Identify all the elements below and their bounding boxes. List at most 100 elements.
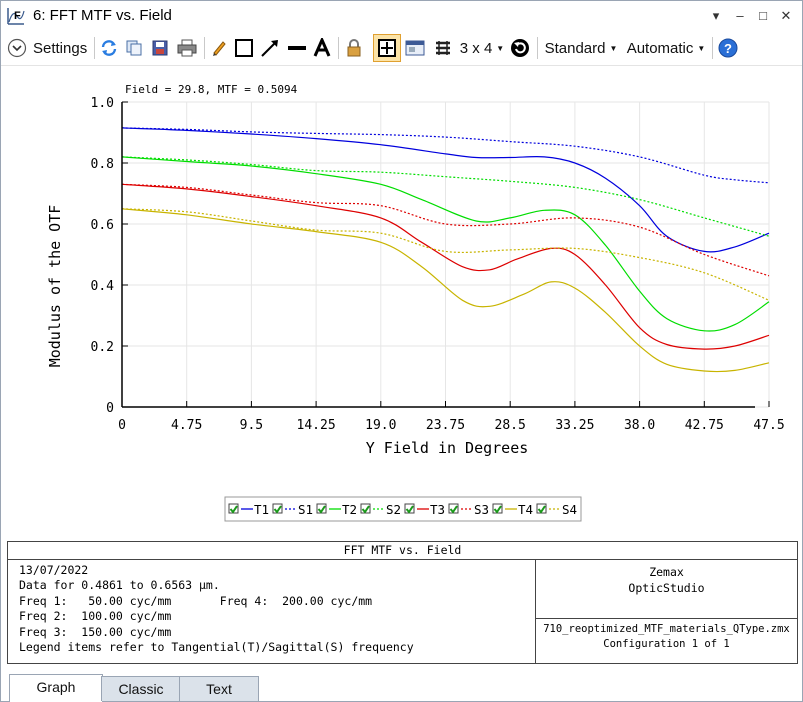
x-tick-label: 9.5 <box>240 418 263 433</box>
help-button[interactable]: ? <box>717 35 739 61</box>
refresh-icon <box>101 40 117 56</box>
legend-label: S4 <box>562 502 577 517</box>
chevron-down-icon: ▼ <box>496 43 505 53</box>
legend-item-s3[interactable]: S3 <box>448 502 489 517</box>
mtf-chart[interactable]: Field = 29.8, MTF = 0.5094 0 4.75 9.5 14.25… <box>1 66 802 536</box>
legend-label: T4 <box>518 502 533 517</box>
info-product: OpticStudio <box>628 581 705 595</box>
print-button[interactable] <box>175 35 199 61</box>
y-tick-label: 0.8 <box>91 157 114 172</box>
draw-arrow-button[interactable] <box>259 35 281 61</box>
legend-item-t1[interactable]: T1 <box>228 502 269 517</box>
x-axis-label: Y Field in Degrees <box>366 439 529 457</box>
legend-item-s1[interactable]: S1 <box>272 502 313 517</box>
legend-item-t3[interactable]: T3 <box>404 502 445 517</box>
y-tick-label: 0 <box>106 401 114 416</box>
draw-line-button[interactable] <box>285 35 309 61</box>
lock-icon <box>347 39 361 57</box>
save-icon <box>152 40 168 56</box>
info-title: FFT MTF vs. Field <box>8 542 797 560</box>
series-line-t2 <box>121 156 770 332</box>
standard-dropdown[interactable]: Standard ▼ <box>543 35 619 61</box>
info-configuration: Configuration 1 of 1 <box>603 638 730 650</box>
x-tick-label: 33.25 <box>555 418 594 433</box>
legend-label: S3 <box>474 502 489 517</box>
chevron-down-icon: ▼ <box>609 43 618 53</box>
lock-button[interactable] <box>344 35 364 61</box>
x-tick-label: 42.75 <box>685 418 724 433</box>
chevron-down-circle-icon <box>7 38 27 58</box>
layout-dropdown[interactable]: 3 x 4 ▼ <box>459 35 505 61</box>
check-icon <box>449 505 458 514</box>
save-button[interactable] <box>149 35 171 61</box>
info-freq-2: Freq 2: 100.00 cyc/mm <box>19 609 172 623</box>
crosshair-toggle-button[interactable] <box>373 34 401 62</box>
line-icon <box>288 46 306 50</box>
rotate-icon <box>511 39 529 57</box>
settings-button[interactable]: Settings <box>7 35 91 61</box>
legend-box <box>224 496 582 522</box>
y-tick-label: 0.6 <box>91 218 114 233</box>
x-tick-label: 0 <box>118 418 126 433</box>
series-line-t4 <box>121 208 770 373</box>
restore-button[interactable]: □ <box>759 8 767 23</box>
draw-pencil-button[interactable] <box>209 35 229 61</box>
legend-item-t4[interactable]: T4 <box>492 502 533 517</box>
info-wavelength: Data for 0.4861 to 0.6563 µm. <box>19 578 220 592</box>
check-icon <box>273 505 282 514</box>
layers-button[interactable] <box>432 35 454 61</box>
x-tick-label: 19.0 <box>365 418 396 433</box>
info-date: 13/07/2022 <box>19 563 89 577</box>
check-icon <box>493 505 502 514</box>
info-freq-1-4: Freq 1: 50.00 cyc/mm Freq 4: 200.00 cyc/… <box>19 594 373 608</box>
pin-dropdown-icon[interactable]: ▾ <box>712 8 720 23</box>
automatic-dropdown[interactable]: Automatic ▼ <box>623 35 709 61</box>
x-tick-label: 28.5 <box>495 418 526 433</box>
layers-icon <box>436 41 450 55</box>
title-bar: F 6: FFT MTF vs. Field ▾ – □ ✕ <box>1 1 802 31</box>
svg-text:F: F <box>14 10 21 22</box>
check-icon <box>229 505 238 514</box>
standard-label: Standard <box>544 39 606 57</box>
text-A-icon <box>313 38 331 57</box>
draw-text-button[interactable] <box>311 35 333 61</box>
copy-button[interactable] <box>123 35 145 61</box>
close-button[interactable]: ✕ <box>780 8 792 23</box>
tab-classic[interactable]: Classic <box>101 676 181 701</box>
legend-label: S2 <box>386 502 401 517</box>
automatic-label: Automatic <box>626 39 694 57</box>
series-line-s2 <box>121 156 770 237</box>
draw-rectangle-button[interactable] <box>233 35 255 61</box>
x-tick-label: 4.75 <box>171 418 202 433</box>
legend-item-s2[interactable]: S2 <box>360 502 401 517</box>
plot-area[interactable]: Field = 29.8, MTF = 0.5094 0 4.75 9.5 14.25… <box>1 66 802 536</box>
rotate-button[interactable] <box>509 35 531 61</box>
help-icon: ? <box>718 38 738 58</box>
refresh-button[interactable] <box>99 35 119 61</box>
series-line-s1 <box>121 127 770 184</box>
info-filename: 710_reoptimized_MTF_materials_QType.zmx <box>543 623 790 635</box>
info-company: Zemax <box>649 565 684 579</box>
window-icon <box>405 40 425 56</box>
tab-graph[interactable]: Graph <box>9 674 103 702</box>
info-company-block: Zemax OpticStudio <box>536 560 797 619</box>
legend-item-s4[interactable]: S4 <box>536 502 577 517</box>
info-legend-note: Legend items refer to Tangential(T)/Sagi… <box>19 640 414 654</box>
y-tick-label: 0.4 <box>91 279 115 294</box>
check-icon <box>361 505 370 514</box>
print-icon <box>177 39 197 57</box>
x-tick-label: 38.0 <box>624 418 655 433</box>
svg-text:?: ? <box>724 41 732 56</box>
legend-item-t2[interactable]: T2 <box>316 502 357 517</box>
x-tick-label: 23.75 <box>426 418 465 433</box>
cursor-annotation: Field = 29.8, MTF = 0.5094 <box>125 83 298 96</box>
x-tick-label: 47.5 <box>753 418 784 433</box>
minimize-button[interactable]: – <box>736 8 744 23</box>
window-title: 6: FFT MTF vs. Field <box>33 7 172 24</box>
rectangle-icon <box>235 39 253 57</box>
check-icon <box>405 505 414 514</box>
window-button[interactable] <box>404 35 426 61</box>
tab-text[interactable]: Text <box>179 676 259 701</box>
legend-label: T1 <box>254 502 269 517</box>
